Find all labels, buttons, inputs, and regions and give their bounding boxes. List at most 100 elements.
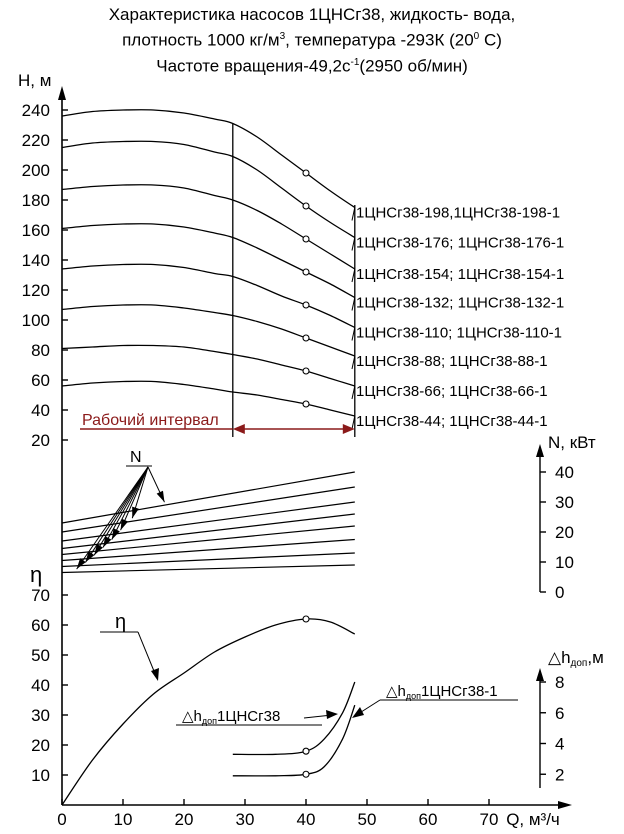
power-tick-label: 40	[555, 463, 574, 482]
power-curve	[61, 525, 355, 556]
efficiency-curve-line	[61, 618, 356, 806]
power-arrowhead	[111, 528, 120, 540]
head-tick-label: 40	[31, 401, 50, 420]
head-marker	[302, 235, 310, 243]
title-line-3: Частоте вращения-49,2с-1(2950 об/мин)	[0, 52, 624, 78]
power-curve	[61, 471, 355, 524]
power-arrowhead	[85, 551, 95, 563]
power-tick-label: 30	[555, 493, 574, 512]
title-line-2-prefix: плотность 1000 кг/м	[122, 30, 280, 50]
title-line-2-end: С)	[479, 30, 502, 50]
power-curve	[61, 564, 355, 574]
head-series-label: 1ЦНСг38-88; 1ЦНСг38-88-1	[356, 353, 548, 370]
efficiency-curve: η	[61, 611, 356, 806]
head-tick-label: 80	[31, 341, 50, 360]
power-curve-label: N	[130, 449, 142, 466]
power-curve	[61, 513, 355, 550]
head-tick-label: 120	[22, 281, 50, 300]
chart-title: Характеристика насосов 1ЦНСг38, жидкость…	[0, 4, 624, 77]
efficiency-tick-label: 60	[31, 616, 50, 635]
npsh-curve	[232, 681, 356, 756]
power-arrowhead	[132, 506, 139, 519]
axis-ticks: 0 10 20 30 40 50 60 702402202001801601401201008…	[22, 101, 574, 829]
efficiency-tick-label: 50	[31, 646, 50, 665]
head-tick-label: 20	[31, 431, 50, 450]
head-curve	[61, 184, 356, 270]
power-curve	[61, 538, 355, 562]
power-arrowhead	[120, 518, 129, 531]
efficiency-axis-label: η	[30, 562, 42, 587]
head-series-label: 1ЦНСг38-154; 1ЦНСг38-154-1	[356, 266, 564, 283]
efficiency-tick-label: 30	[31, 706, 50, 725]
power-tick-label: 0	[555, 583, 564, 602]
title-line-3-sup: -1	[350, 56, 360, 68]
head-series-label: 1ЦНСг38-198,1ЦНСг38-198-1	[356, 205, 560, 222]
power-arrowhead	[102, 536, 112, 548]
npsh-series-label: △hдоп1ЦНСг38-1	[386, 683, 498, 701]
power-arrowhead	[156, 490, 165, 503]
head-series-label: 1ЦНСг38-44; 1ЦНСг38-44-1	[356, 413, 548, 430]
head-marker	[302, 301, 310, 309]
head-curve	[61, 109, 356, 209]
efficiency-tick-label: 20	[31, 736, 50, 755]
power-tick-label: 20	[555, 523, 574, 542]
head-marker	[302, 202, 310, 210]
power-curve	[61, 552, 355, 568]
npsh-tick-label: 2	[555, 765, 564, 784]
axis-labels: Q, м³/ч H, м η N, кВт △hдоп,м	[18, 71, 604, 829]
head-marker	[302, 400, 310, 408]
npsh-tick-label: 4	[555, 735, 564, 754]
title-line-2-suffix: , температура -293К (20	[285, 30, 474, 50]
head-series-label: 1ЦНСг38-110; 1ЦНСг38-110-1	[356, 325, 562, 342]
x-tick-label: 50	[358, 810, 377, 829]
head-tick-label: 220	[22, 131, 50, 150]
head-curve	[61, 140, 356, 239]
head-curve	[61, 344, 355, 387]
title-line-3-suffix: (2950 об/мин)	[359, 56, 468, 76]
power-tick-label: 10	[555, 553, 574, 572]
efficiency-tick-label: 40	[31, 676, 50, 695]
head-series-label: 1ЦНСг38-66; 1ЦНСг38-66-1	[356, 383, 548, 400]
title-line-1: Характеристика насосов 1ЦНСг38, жидкость…	[108, 5, 516, 24]
x-axis-label: Q, м³/ч	[506, 810, 560, 829]
operating-range: Рабочий интервал	[80, 123, 356, 437]
power-arrowhead	[76, 558, 86, 570]
head-marker	[302, 169, 310, 177]
efficiency-marker	[302, 615, 310, 623]
head-curve	[61, 304, 356, 357]
head-tick-label: 100	[22, 311, 50, 330]
title-line-2: плотность 1000 кг/м3, температура -293К …	[0, 26, 624, 52]
npsh-axis-label: △hдоп,м	[548, 648, 604, 669]
npsh-tick-label: 8	[555, 673, 564, 692]
head-axis-label: H, м	[18, 71, 51, 90]
npsh-series-label: △hдоп1ЦНСг38	[182, 708, 280, 726]
x-tick-label: 40	[297, 810, 316, 829]
head-tick-label: 200	[22, 161, 50, 180]
npsh-marker	[302, 770, 310, 778]
efficiency-tick-label: 10	[31, 766, 50, 785]
head-curves: 1ЦНСг38-198,1ЦНСг38-198-1 1ЦНСг38-176; 1Ц…	[61, 109, 564, 430]
head-tick-label: 180	[22, 191, 50, 210]
head-series-label: 1ЦНСг38-132; 1ЦНСг38-132-1	[356, 295, 564, 312]
head-marker	[302, 334, 310, 342]
npsh-curve	[232, 704, 356, 777]
title-line-2-sup: 3	[279, 31, 286, 42]
x-tick-label: 30	[236, 810, 255, 829]
title-line-2-sup2: 0	[473, 31, 480, 42]
operating-range-label: Рабочий интервал	[82, 412, 219, 429]
efficiency-tick-label: 70	[31, 586, 50, 605]
power-axis-label: N, кВт	[548, 433, 596, 452]
x-tick-label: 70	[480, 810, 499, 829]
head-tick-label: 160	[22, 221, 50, 240]
npsh-marker	[302, 747, 310, 755]
power-curves: N	[61, 449, 355, 574]
chart-frame	[58, 86, 572, 809]
npsh-tick-label: 6	[555, 704, 564, 723]
x-tick-label: 60	[419, 810, 438, 829]
x-tick-label: 10	[114, 810, 133, 829]
head-tick-label: 60	[31, 371, 50, 390]
head-marker	[302, 268, 310, 276]
head-curve	[61, 223, 356, 299]
title-line-3-prefix: Частоте вращения-49,2с	[156, 56, 351, 76]
